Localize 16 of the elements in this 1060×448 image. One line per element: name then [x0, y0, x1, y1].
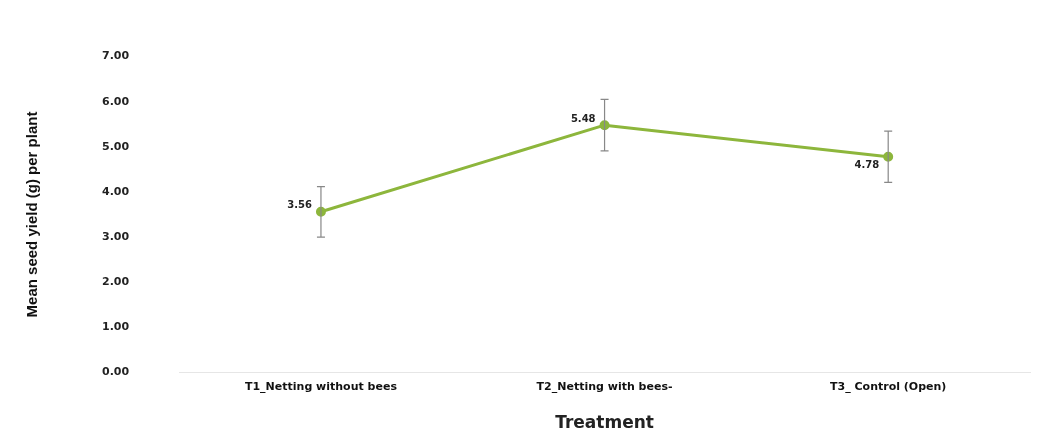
y-tick-label: 5.00: [102, 139, 130, 153]
data-label: 5.48: [570, 112, 596, 124]
y-tick-label: 0.00: [102, 365, 130, 379]
y-tick-label: 1.00: [102, 320, 130, 334]
x-axis-title: Treatment: [555, 412, 654, 433]
data-label: 3.56: [287, 199, 312, 211]
y-tick-label: 7.00: [102, 49, 130, 63]
y-tick-label: 2.00: [102, 275, 130, 289]
y-tick-label: 6.00: [102, 94, 130, 108]
y-axis-title: Mean seed yield (g) per plant: [23, 111, 41, 318]
x-tick-label: T2_Netting with bees-: [536, 379, 673, 393]
x-tick-label: T3_ Control (Open): [830, 379, 947, 393]
data-label: 4.78: [854, 159, 880, 171]
x-tick-label: T1_Netting without bees: [244, 379, 398, 393]
y-tick-label: 4.00: [102, 184, 130, 198]
y-tick-label: 3.00: [102, 229, 130, 243]
